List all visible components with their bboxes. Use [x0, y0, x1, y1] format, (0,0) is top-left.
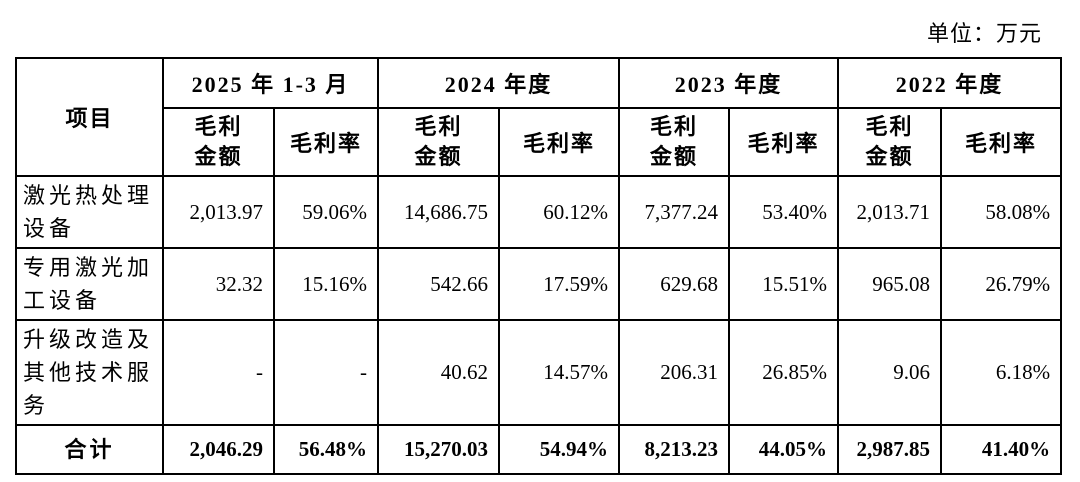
- table-cell: 59.06%: [272, 175, 380, 249]
- table-cell: 629.68: [618, 247, 731, 321]
- table-cell: -: [272, 319, 380, 426]
- table-cell: 206.31: [618, 319, 731, 426]
- table-cell: 965.08: [837, 247, 943, 321]
- subheader-gross-margin: 毛利率: [728, 107, 840, 177]
- table-body: 激光热处理设备 2,013.97 59.06% 14,686.75 60.12%…: [15, 175, 1063, 475]
- table-cell: 15.16%: [272, 247, 380, 321]
- table-cell: 53.40%: [728, 175, 840, 249]
- table-cell: 54.94%: [498, 424, 621, 475]
- period-header-row: 项目 2025 年 1-3 月 2024 年度 2023 年度 2022 年度: [15, 57, 1063, 177]
- subheader-row: 毛利 金额 毛利率 毛利 金额 毛利率 毛利 金额 毛利率 毛利 金额 毛利率: [16, 107, 1063, 177]
- table-row-upgrade-other-services: 升级改造及其他技术服务 - - 40.62 14.57% 206.31 26.8…: [15, 319, 1063, 426]
- gross-profit-table: 项目 2025 年 1-3 月 2024 年度 2023 年度 2022 年度 …: [15, 57, 1063, 475]
- subheader-gross-profit-amount: 毛利 金额: [618, 107, 731, 177]
- header-item: 项目: [15, 57, 164, 177]
- subheader-gross-margin: 毛利率: [272, 107, 380, 177]
- table-cell: -: [162, 319, 275, 426]
- header-period-2024: 2024 年度: [377, 57, 621, 109]
- table-cell: 9.06: [837, 319, 943, 426]
- table-cell: 2,013.71: [837, 175, 943, 249]
- table-cell: 8,213.23: [618, 424, 731, 475]
- unit-label: 单位：万元: [926, 21, 1042, 46]
- table-header: 项目 2025 年 1-3 月 2024 年度 2023 年度 2022 年度 …: [15, 57, 1063, 177]
- table-cell: 15,270.03: [377, 424, 501, 475]
- row-label: 专用激光加工设备: [15, 247, 164, 321]
- table-cell: 2,013.97: [162, 175, 275, 249]
- table-cell: 60.12%: [498, 175, 621, 249]
- table-cell: 15.51%: [728, 247, 840, 321]
- subheader-gross-margin: 毛利率: [940, 107, 1063, 177]
- subheader-gross-profit-amount: 毛利 金额: [377, 107, 501, 177]
- header-period-2023: 2023 年度: [618, 57, 840, 109]
- table-cell: 14.57%: [498, 319, 621, 426]
- row-label: 升级改造及其他技术服务: [15, 319, 164, 426]
- table-row-laser-heat-treatment: 激光热处理设备 2,013.97 59.06% 14,686.75 60.12%…: [15, 175, 1063, 249]
- header-period-2022: 2022 年度: [837, 57, 1063, 109]
- table-row-special-laser-processing: 专用激光加工设备 32.32 15.16% 542.66 17.59% 629.…: [15, 247, 1063, 321]
- table-cell: 17.59%: [498, 247, 621, 321]
- table-cell: 6.18%: [940, 319, 1063, 426]
- table-cell: 7,377.24: [618, 175, 731, 249]
- row-label: 激光热处理设备: [15, 175, 164, 249]
- subheader-gross-profit-amount: 毛利 金额: [837, 107, 943, 177]
- table-cell: 41.40%: [940, 424, 1063, 475]
- table-cell: 32.32: [162, 247, 275, 321]
- table-cell: 2,046.29: [162, 424, 275, 475]
- subheader-gross-margin: 毛利率: [498, 107, 621, 177]
- subheader-gross-profit-amount: 毛利 金额: [162, 107, 275, 177]
- table-cell: 14,686.75: [377, 175, 501, 249]
- table-cell: 26.85%: [728, 319, 840, 426]
- table-cell: 2,987.85: [837, 424, 943, 475]
- table-row-total: 合计 2,046.29 56.48% 15,270.03 54.94% 8,21…: [15, 424, 1063, 475]
- header-period-2025q1: 2025 年 1-3 月: [161, 57, 380, 109]
- table-cell: 44.05%: [728, 424, 840, 475]
- table-cell: 40.62: [377, 319, 501, 426]
- total-row-label: 合计: [15, 424, 164, 475]
- table-cell: 26.79%: [940, 247, 1063, 321]
- table-cell: 58.08%: [940, 175, 1063, 249]
- table-cell: 56.48%: [272, 424, 380, 475]
- table-cell: 542.66: [377, 247, 501, 321]
